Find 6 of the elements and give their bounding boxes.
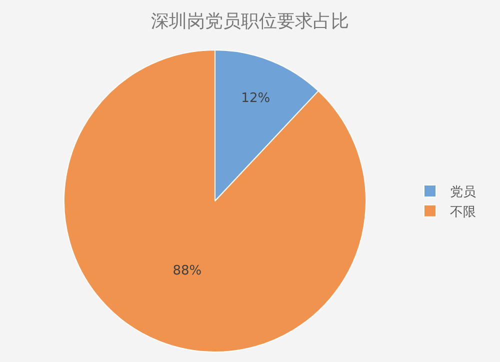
data-label: 12% [241,90,270,106]
legend-label: 不限 [450,204,476,220]
chart-title: 深圳岗党员职位要求占比 [151,11,349,32]
data-label: 88% [172,264,202,279]
pie-slice [64,50,366,352]
legend-label: 党员 [450,185,476,200]
